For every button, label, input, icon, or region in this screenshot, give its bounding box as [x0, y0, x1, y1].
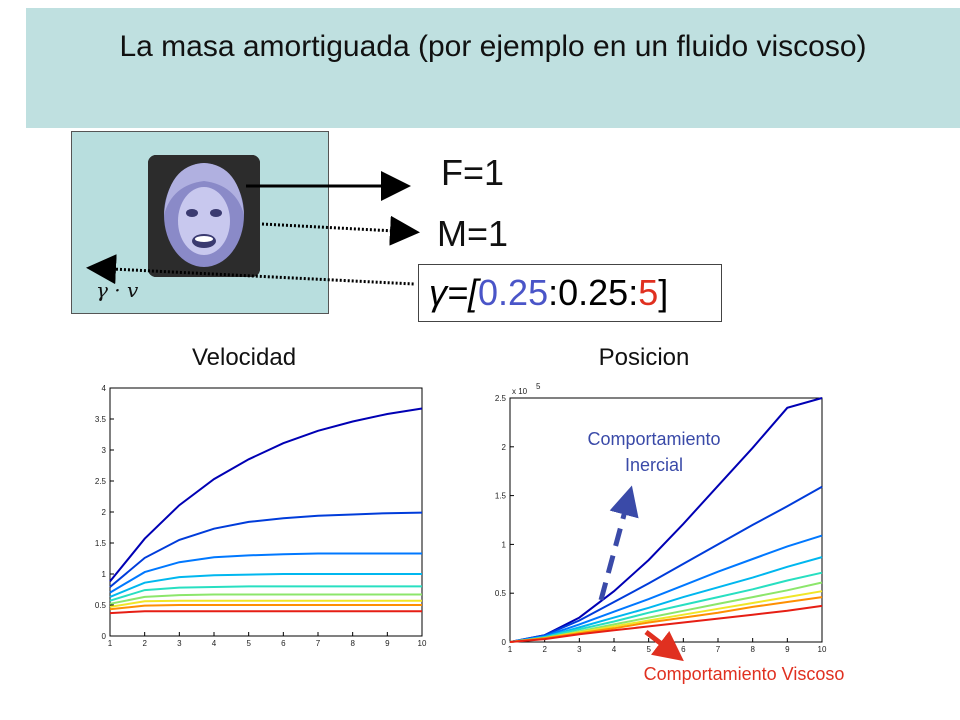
series-line-gamma-0.5 — [109, 511, 423, 588]
gamma-suffix: ] — [658, 272, 669, 313]
x-tick-label: 8 — [350, 639, 355, 648]
x-tick-label: 10 — [418, 639, 427, 648]
series-line-gamma-2.5 — [109, 610, 422, 615]
x-tick-label: 9 — [385, 639, 390, 648]
face-photo-icon — [148, 155, 260, 277]
x-tick-label: 7 — [716, 645, 721, 654]
x-tick-label: 2 — [142, 639, 147, 648]
x-tick-label: 3 — [577, 645, 582, 654]
mass-dotted-arrow — [261, 215, 420, 246]
y-tick-label: 4 — [102, 384, 107, 393]
inertial-line2: Inercial — [624, 455, 684, 475]
x-tick-label: 6 — [281, 639, 286, 648]
series-line-gamma-1.25 — [509, 571, 823, 643]
x-tick-label: 10 — [818, 645, 827, 654]
viscous-arrow — [644, 630, 684, 662]
drag-dotted-line — [86, 254, 415, 286]
y-tick-label: 0 — [102, 632, 107, 641]
series-line-gamma-0.75 — [509, 534, 823, 643]
series-line-gamma-1.5 — [109, 593, 422, 605]
x-tick-label: 5 — [246, 639, 251, 648]
x-tick-label: 1 — [108, 639, 113, 648]
series-line-gamma-0.25 — [509, 397, 823, 643]
gamma-prefix: γ=[ — [429, 272, 479, 313]
x-tick-label: 4 — [212, 639, 217, 648]
title-banner: La masa amortiguada (por ejemplo en un f… — [26, 8, 960, 128]
series-line-gamma-2 — [109, 604, 422, 611]
x-tick-label: 2 — [542, 645, 547, 654]
gamma-end: 5 — [638, 272, 659, 313]
y-tick-label: 1.5 — [95, 539, 107, 548]
series-line-gamma-0.75 — [109, 552, 422, 594]
y-multiplier-label: x 10 — [512, 387, 528, 396]
y-tick-label: 2.5 — [95, 477, 107, 486]
y-tick-label: 1 — [102, 570, 107, 579]
viscous-annotation: Comportamiento Viscoso — [643, 664, 845, 684]
series-line-gamma-2.5 — [509, 604, 823, 643]
series-line-gamma-0.5 — [509, 485, 823, 643]
series-line-gamma-1.25 — [109, 585, 422, 602]
x-tick-label: 1 — [508, 645, 513, 654]
x-tick-label: 4 — [612, 645, 617, 654]
drag-label: γ · v — [96, 278, 139, 302]
y-tick-label: 2 — [502, 443, 507, 452]
x-tick-label: 3 — [177, 639, 182, 648]
x-tick-label: 8 — [750, 645, 755, 654]
y-tick-label: 3 — [102, 446, 107, 455]
gamma-range-box: γ=[0.25:0.25:5] — [418, 264, 722, 322]
y-tick-label: 3.5 — [95, 415, 107, 424]
gamma-step: 0.25 — [558, 272, 629, 313]
position-chart-title: Posicion — [598, 344, 690, 371]
x-tick-label: 9 — [785, 645, 790, 654]
gamma-start: 0.25 — [478, 272, 549, 313]
y-tick-label: 1.5 — [495, 492, 507, 501]
series-line-gamma-0.25 — [109, 407, 423, 583]
velocity-chart: 1 2 3 4 5 6 7 8 9 10 0 0.5 1 1.5 2 2.5 3 3.5 4 — [95, 384, 427, 648]
inertial-annotation: Comportamiento Inercial — [556, 426, 752, 478]
inertial-line1: Comportamiento — [587, 429, 721, 449]
x-tick-label: 7 — [316, 639, 321, 648]
series-line-gamma-1 — [109, 573, 422, 598]
force-label: F=1 — [441, 152, 505, 193]
velocity-chart-title: Velocidad — [191, 344, 297, 371]
y-tick-label: 2.5 — [495, 394, 507, 403]
inertial-dashed-arrow — [598, 485, 639, 601]
gamma-sep2: : — [628, 272, 639, 313]
y-multiplier-exponent: 5 — [536, 382, 541, 391]
series-line-gamma-1.75 — [109, 599, 422, 608]
y-tick-label: 2 — [102, 508, 107, 517]
x-tick-label: 5 — [646, 645, 651, 654]
y-tick-label: 1 — [502, 540, 507, 549]
gamma-sep1: : — [548, 272, 559, 313]
slide-title: La masa amortiguada (por ejemplo en un f… — [119, 30, 867, 63]
mass-label: M=1 — [437, 213, 509, 254]
y-tick-label: 0.5 — [495, 589, 507, 598]
y-tick-label: 0 — [502, 638, 507, 647]
y-tick-label: 0.5 — [95, 601, 107, 610]
